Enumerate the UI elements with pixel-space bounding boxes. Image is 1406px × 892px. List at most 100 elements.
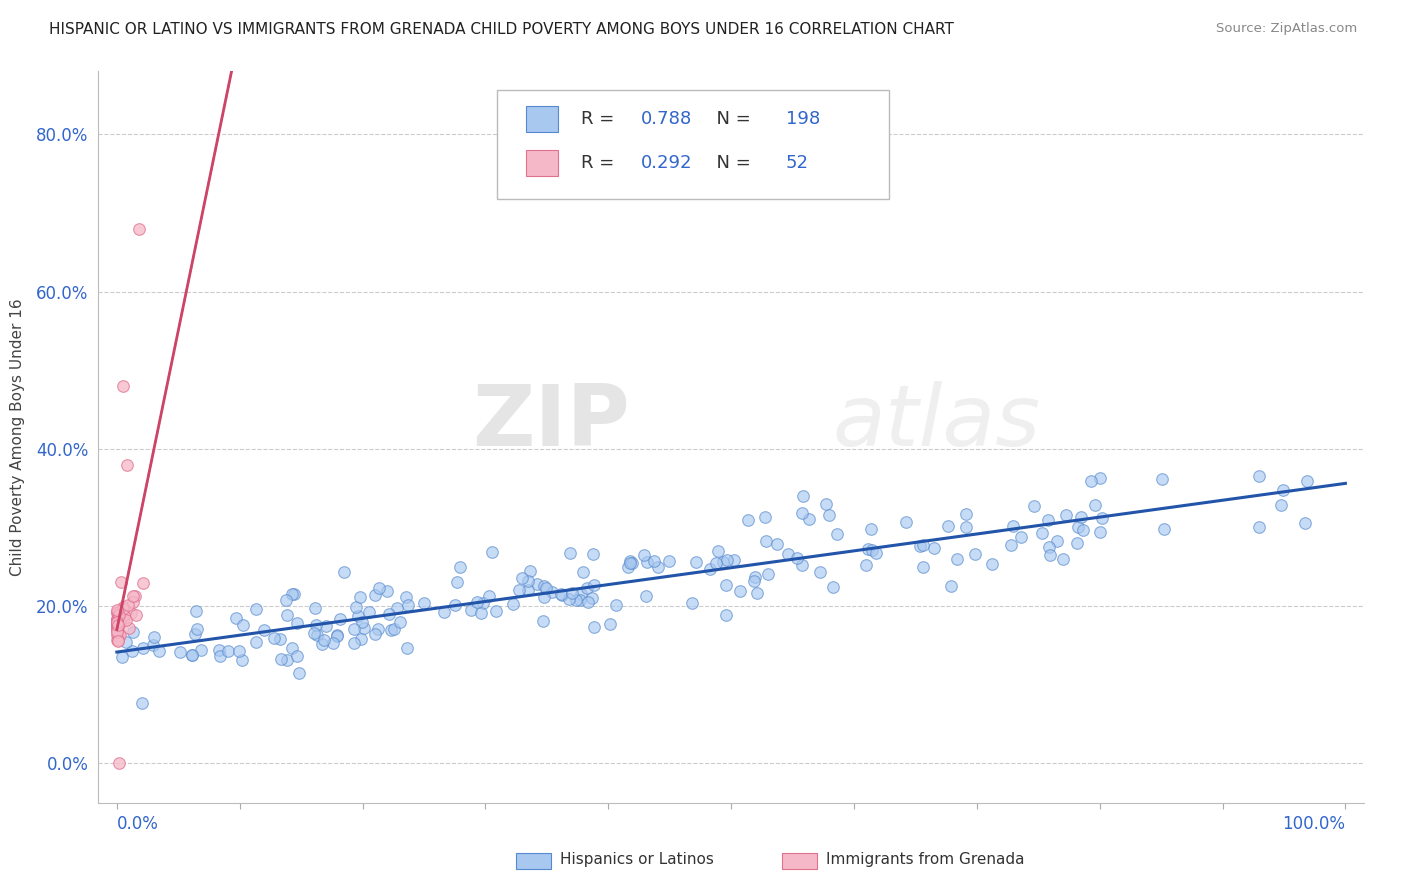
Point — [108, 613, 131, 627]
Point — [314, 633, 336, 648]
Point — [855, 558, 877, 572]
Point — [111, 601, 134, 615]
Point — [107, 634, 129, 648]
Point — [576, 595, 599, 609]
Point — [814, 497, 837, 511]
Point — [704, 556, 727, 570]
Point — [105, 612, 128, 626]
Text: R =: R = — [581, 110, 620, 128]
Point — [122, 589, 145, 603]
Point — [565, 592, 588, 607]
Point — [111, 600, 134, 615]
Point — [617, 559, 640, 574]
Point — [395, 640, 418, 655]
Point — [582, 620, 605, 634]
Text: 0.788: 0.788 — [641, 110, 693, 128]
Point — [1036, 513, 1059, 527]
Point — [115, 613, 138, 627]
Point — [526, 577, 548, 591]
Point — [1249, 520, 1271, 534]
Point — [325, 629, 347, 643]
Point — [128, 221, 150, 235]
Point — [132, 641, 155, 656]
Point — [322, 636, 344, 650]
Point — [478, 589, 501, 603]
Point — [280, 586, 302, 600]
Text: ZIP: ZIP — [472, 381, 630, 464]
Point — [343, 635, 366, 649]
Point — [114, 635, 136, 649]
Point — [112, 615, 135, 629]
Point — [633, 548, 655, 562]
Point — [375, 583, 398, 598]
Point — [105, 632, 128, 647]
Point — [105, 617, 128, 632]
Point — [755, 534, 778, 549]
Point — [105, 628, 128, 642]
Y-axis label: Child Poverty Among Boys Under 16: Child Poverty Among Boys Under 16 — [10, 298, 25, 576]
Point — [132, 576, 155, 591]
Point — [699, 561, 721, 575]
Point — [955, 520, 977, 534]
Point — [745, 586, 768, 600]
Point — [107, 620, 129, 634]
Point — [533, 590, 555, 604]
Point — [105, 620, 128, 634]
Point — [1054, 508, 1077, 523]
Text: HISPANIC OR LATINO VS IMMIGRANTS FROM GRENADA CHILD POVERTY AMONG BOYS UNDER 16 : HISPANIC OR LATINO VS IMMIGRANTS FROM GR… — [49, 22, 955, 37]
Point — [531, 614, 554, 628]
Point — [939, 579, 962, 593]
Point — [107, 619, 129, 633]
Point — [217, 644, 239, 658]
Point — [353, 621, 375, 635]
Point — [107, 607, 129, 622]
Point — [467, 595, 489, 609]
Point — [786, 551, 808, 566]
Point — [105, 615, 128, 629]
Point — [105, 617, 128, 632]
Point — [350, 615, 373, 629]
Point — [115, 458, 138, 472]
Point — [274, 593, 297, 607]
Point — [117, 598, 139, 612]
Text: 198: 198 — [786, 110, 820, 128]
Point — [536, 582, 558, 596]
Point — [470, 606, 492, 620]
Point — [276, 652, 298, 666]
Point — [896, 516, 918, 530]
Point — [270, 652, 292, 666]
Point — [329, 612, 352, 626]
Point — [380, 623, 402, 637]
Point — [517, 582, 540, 597]
Point — [1270, 498, 1292, 512]
Point — [121, 594, 143, 608]
Point — [357, 606, 380, 620]
Point — [225, 610, 247, 624]
Point — [558, 546, 581, 560]
Point — [569, 593, 592, 607]
Point — [481, 544, 503, 558]
Point — [965, 547, 987, 561]
Point — [533, 579, 555, 593]
Point — [253, 623, 276, 637]
Point — [575, 582, 598, 596]
Point — [105, 615, 128, 630]
Point — [605, 598, 627, 612]
Point — [1039, 548, 1062, 562]
Point — [304, 600, 326, 615]
Point — [350, 632, 373, 646]
Point — [105, 617, 128, 632]
Point — [378, 607, 401, 622]
Point — [395, 591, 418, 605]
Point — [619, 557, 641, 571]
Point — [285, 615, 308, 630]
Point — [269, 632, 291, 647]
Point — [742, 574, 765, 589]
Point — [367, 622, 389, 636]
Point — [620, 556, 643, 570]
Point — [1024, 499, 1046, 513]
Point — [121, 644, 143, 658]
Point — [111, 649, 134, 664]
Point — [582, 547, 605, 561]
Point — [143, 630, 166, 644]
